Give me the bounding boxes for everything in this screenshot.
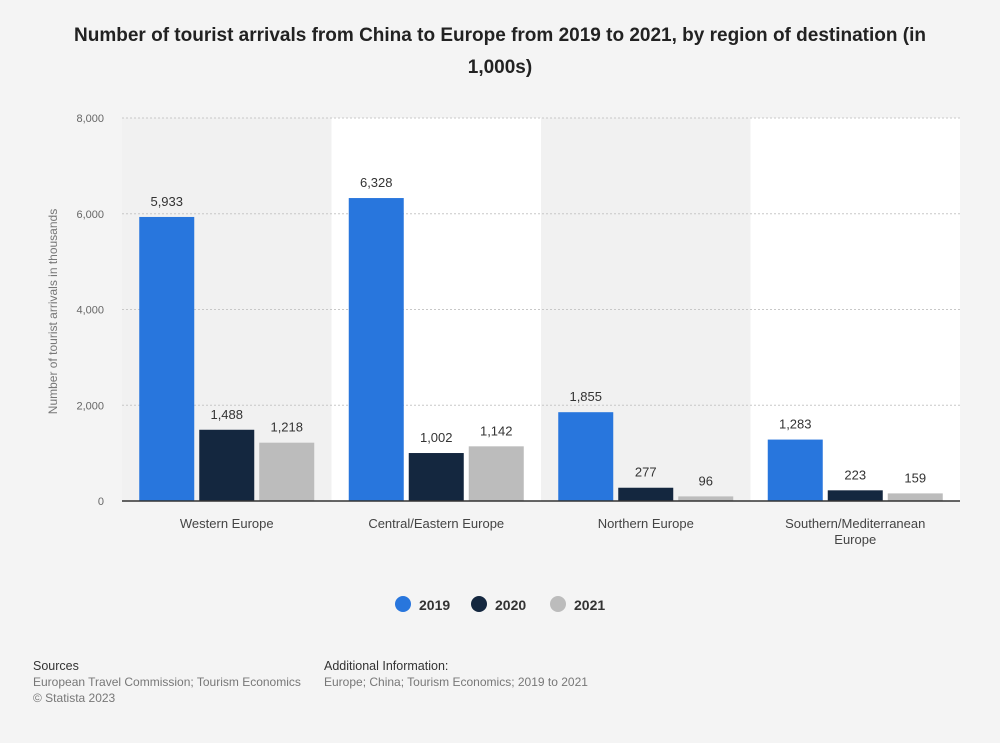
additional-info-heading: Additional Information: <box>324 659 449 673</box>
chart-title: Number of tourist arrivals from China to… <box>74 25 926 78</box>
y-axis-title: Number of tourist arrivals in thousands <box>46 209 60 414</box>
bar <box>139 216 195 501</box>
bar <box>199 429 255 501</box>
y-tick-label: 4,000 <box>76 305 104 317</box>
bar-value-label: 96 <box>699 473 713 488</box>
y-tick-label: 8,000 <box>76 113 104 125</box>
bar-value-label: 5,933 <box>150 194 183 209</box>
y-tick-label: 2,000 <box>76 400 104 412</box>
bar-value-label: 1,002 <box>420 430 453 445</box>
x-category-label: Europe <box>834 532 876 547</box>
x-category-label: Western Europe <box>180 516 274 531</box>
x-category-label: Northern Europe <box>598 516 694 531</box>
y-tick-label: 0 <box>98 496 104 508</box>
bar <box>767 439 823 501</box>
bar-value-label: 1,855 <box>569 389 602 404</box>
bar <box>259 442 315 501</box>
bar <box>678 496 734 501</box>
bar <box>408 453 464 501</box>
bar <box>827 490 883 501</box>
bar-value-label: 1,488 <box>210 407 243 422</box>
copyright-text: © Statista 2023 <box>33 691 116 705</box>
bar-value-label: 1,218 <box>270 420 303 435</box>
sources-block: Sources European Travel Commission; Tour… <box>33 658 301 706</box>
bar <box>468 446 524 501</box>
y-tick-label: 6,000 <box>76 209 104 221</box>
bar <box>348 198 404 501</box>
sources-text: European Travel Commission; Tourism Econ… <box>33 675 301 689</box>
bar-value-label: 277 <box>635 465 657 480</box>
legend-label: 2021 <box>574 597 605 613</box>
legend-label: 2019 <box>419 597 450 613</box>
x-category-label: Southern/Mediterranean <box>785 516 925 531</box>
legend-marker <box>471 596 487 612</box>
bar <box>618 487 674 501</box>
x-category-label: Central/Eastern Europe <box>368 516 504 531</box>
sources-heading: Sources <box>33 659 79 673</box>
bar <box>887 493 943 501</box>
bar-value-label: 1,283 <box>779 417 812 432</box>
bar-value-label: 159 <box>904 470 926 485</box>
bar-value-label: 223 <box>844 467 866 482</box>
legend-label: 2020 <box>495 597 526 613</box>
bar-value-label: 6,328 <box>360 175 393 190</box>
legend-marker <box>550 596 566 612</box>
bar-value-label: 1,142 <box>480 423 513 438</box>
bar <box>558 412 614 501</box>
legend-marker <box>395 596 411 612</box>
additional-info-block: Additional Information: Europe; China; T… <box>324 658 588 690</box>
additional-info-text: Europe; China; Tourism Economics; 2019 t… <box>324 675 588 689</box>
